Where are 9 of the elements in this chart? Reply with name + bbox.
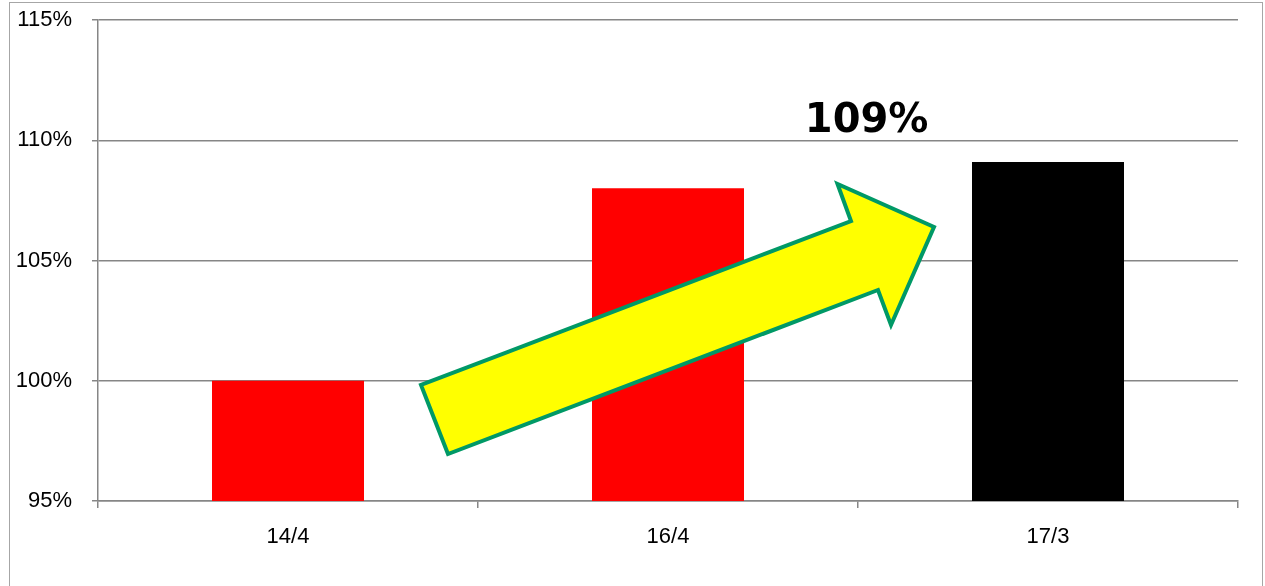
x-tick-label: 16/4 [646, 523, 690, 549]
y-tick-label: 115% [17, 6, 72, 32]
y-tick-label: 100% [15, 366, 72, 392]
y-tick-label: 110% [17, 126, 72, 152]
annotation: 109% [804, 94, 929, 141]
x-tick-label: 14/4 [266, 523, 310, 549]
y-tick-label: 95% [27, 487, 72, 513]
x-tick-label: 17/3 [1026, 523, 1070, 549]
y-tick-label: 105% [15, 246, 72, 272]
